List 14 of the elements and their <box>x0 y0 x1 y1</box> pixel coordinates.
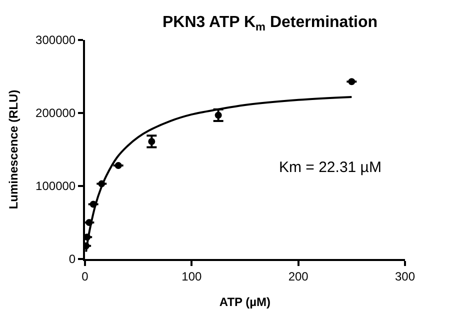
x-tick-label: 200 <box>288 269 309 284</box>
y-axis-title: Luminescence (RLU) <box>6 90 20 210</box>
y-tick-label: 300000 <box>36 33 76 48</box>
y-tick-label: 0 <box>68 252 76 266</box>
x-tick-label: 100 <box>182 269 202 284</box>
x-axis-title: ATP (µM) <box>219 294 271 309</box>
x-tick-label: 0 <box>82 269 89 284</box>
point <box>348 78 356 86</box>
y-tick-label: 100000 <box>36 179 76 194</box>
y-tick-label: 200000 <box>36 106 76 120</box>
point <box>114 162 122 170</box>
annotation: Km = 22.31 µM <box>279 159 382 176</box>
chart-title: PKN3 ATP K$_{m}$ Determination <box>162 14 378 34</box>
x-tick-label: 300 <box>394 269 416 284</box>
